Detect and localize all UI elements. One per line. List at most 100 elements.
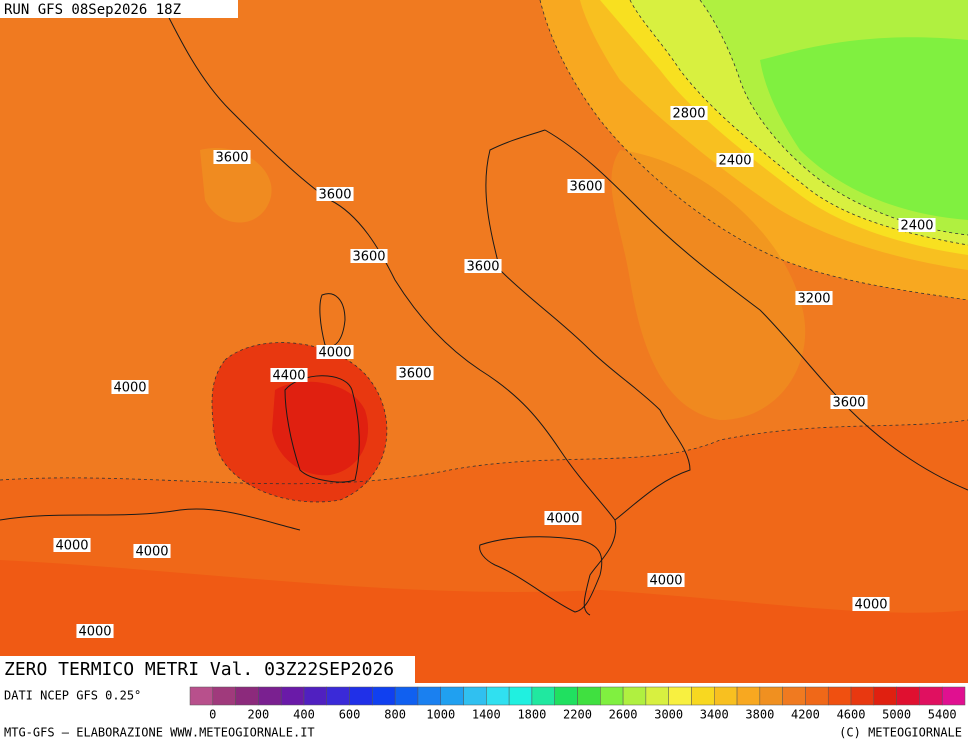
colorbar-swatch <box>463 686 487 706</box>
colorbar-label: 400 <box>293 708 315 722</box>
colorbar-label: 800 <box>384 708 406 722</box>
colorbar-swatch <box>258 686 282 706</box>
colorbar-label: 0 <box>209 708 216 722</box>
map-field <box>0 0 968 683</box>
colorbar-label: 3800 <box>745 708 774 722</box>
colorbar-swatch <box>394 686 419 706</box>
contour-label-text: 2400 <box>718 154 751 169</box>
contour-label-text: 4000 <box>649 574 682 589</box>
colorbar-label: 3400 <box>700 708 729 722</box>
contour-label-bg <box>111 380 149 394</box>
data-source: DATI NCEP GFS 0.25° <box>4 689 141 703</box>
contour-labels: 3600 3600 3600 3600 3600 2800 2400 2400 3200 4000… <box>53 106 936 640</box>
colorbar-swatch <box>668 686 692 706</box>
contour-label: 4000 <box>316 345 354 361</box>
contour-label: 4000 <box>76 624 114 640</box>
contour-label-bg <box>53 538 91 552</box>
contour-label-bg <box>544 511 582 525</box>
contour-label-bg <box>464 259 502 273</box>
colorbar-swatch <box>827 686 852 706</box>
contour-label-text: 2400 <box>900 219 933 234</box>
colorbar-label: 4600 <box>837 708 866 722</box>
copyright: (C) METEOGIORNALE <box>839 726 962 740</box>
contour-label-text: 3600 <box>215 151 248 166</box>
colorbar-swatch <box>326 686 350 706</box>
contour-label-bg <box>133 544 171 558</box>
colorbar-swatch <box>850 686 875 706</box>
contour-label-bg <box>852 597 890 611</box>
colorbar-label: 2600 <box>609 708 638 722</box>
colorbar-swatch <box>645 686 669 706</box>
colorbar-swatch <box>759 686 783 706</box>
colorbar-label: 5400 <box>928 708 957 722</box>
contour-label: 3600 <box>464 259 502 275</box>
contour-label-bg <box>213 150 251 164</box>
contour-label-text: 2800 <box>672 107 705 122</box>
contour-label: 3600 <box>316 187 354 203</box>
contour-label: 4000 <box>133 544 171 560</box>
colorbar-label: 4200 <box>791 708 820 722</box>
contour-label-bg <box>316 187 354 201</box>
contour-label: 2400 <box>716 153 754 169</box>
map-title: ZERO TERMICO METRI Val. 03Z22SEP2026 <box>4 659 394 680</box>
contour-label-text: 4000 <box>135 545 168 560</box>
contour-label: 3600 <box>396 366 434 382</box>
colorbar-swatch <box>714 686 738 706</box>
colorbar-swatch <box>896 686 920 706</box>
coastlines <box>0 0 968 616</box>
contour-label: 2400 <box>898 218 936 234</box>
colorbar-swatch <box>440 686 464 706</box>
colorbar-swatch <box>235 686 259 706</box>
contour-label-text: 4000 <box>854 598 887 613</box>
contour-label: 4000 <box>111 380 149 396</box>
contour-label: 3600 <box>350 249 388 265</box>
colorbar-swatch <box>303 686 328 706</box>
contour-label-text: 4000 <box>546 512 579 527</box>
contour-label-text: 4000 <box>113 381 146 396</box>
contour-label: 4000 <box>53 538 91 554</box>
contour-label-bg <box>647 573 685 587</box>
contour-label-text: 4000 <box>78 625 111 640</box>
colorbar-swatch <box>508 686 533 706</box>
colorbar-swatch <box>577 686 601 706</box>
contour-label: 3600 <box>830 395 868 411</box>
colorbar-swatch <box>941 686 966 706</box>
colorbar: 0 200 400 600 800 1000 1400 1800 2200 2600 3000 340… <box>189 686 966 722</box>
colorbar-swatch <box>782 686 806 706</box>
colorbar-label: 1400 <box>472 708 501 722</box>
contour-label-text: 3200 <box>797 292 830 307</box>
contour-label: 3600 <box>567 179 605 195</box>
colorbar-label: 600 <box>339 708 361 722</box>
contour-label-text: 3600 <box>569 180 602 195</box>
contour-label-bg <box>270 368 308 382</box>
colorbar-swatch <box>873 686 897 706</box>
contour-label-bg <box>76 624 114 638</box>
colorbar-swatch <box>600 686 624 706</box>
colorbar-swatch <box>417 686 441 706</box>
colorbar-swatch <box>805 686 829 706</box>
contour-label: 3600 <box>213 150 251 166</box>
contour-label: 4000 <box>852 597 890 613</box>
contour-label-bg <box>898 218 936 232</box>
contour-label-bg <box>316 345 354 359</box>
colorbar-label: 2200 <box>563 708 592 722</box>
run-label: RUN GFS 08Sep2026 18Z <box>4 2 181 18</box>
contour-label-text: 4000 <box>55 539 88 554</box>
colorbar-swatch <box>212 686 236 706</box>
contour-label-bg <box>350 249 388 263</box>
contour-label: 4000 <box>544 511 582 527</box>
contour-label: 2800 <box>670 106 708 122</box>
contour-label-bg <box>670 106 708 120</box>
contour-label-bg <box>830 395 868 409</box>
colorbar-label: 3000 <box>654 708 683 722</box>
header-box <box>0 0 238 18</box>
colorbar-swatch <box>622 686 647 706</box>
colorbar-swatch <box>189 686 214 706</box>
colorbar-swatch <box>372 686 396 706</box>
colorbar-swatch <box>736 686 761 706</box>
contour-label: 3200 <box>795 291 833 307</box>
contour-label: 4000 <box>647 573 685 589</box>
contour-label-text: 3600 <box>352 250 385 265</box>
colorbar-swatch <box>554 686 578 706</box>
colorbar-label: 1800 <box>517 708 546 722</box>
